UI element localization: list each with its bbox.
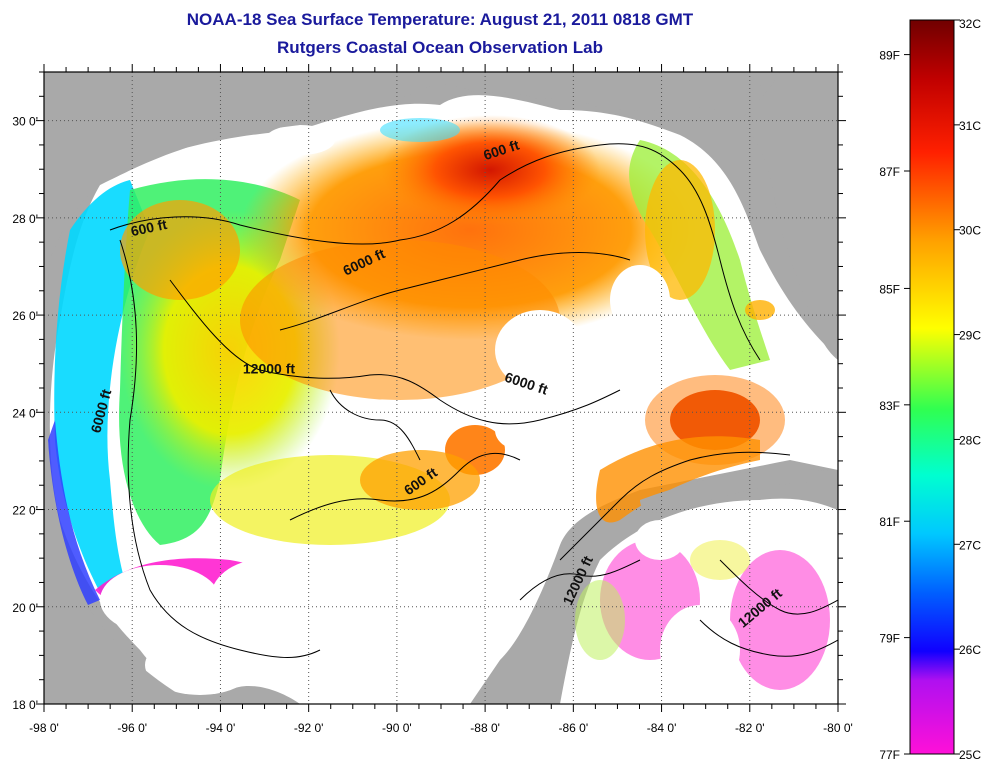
colorbar: [909, 19, 955, 755]
lon-tick-label: -88 0': [470, 721, 500, 735]
graticule: [44, 72, 838, 704]
lon-tick-label: -92 0': [294, 721, 324, 735]
lat-tick-label: 28 0': [12, 212, 38, 226]
colorbar-f-label: 79F: [879, 632, 900, 646]
lon-tick-label: -82 0': [735, 721, 765, 735]
lon-tick-label: -84 0': [647, 721, 677, 735]
lat-tick-label: 20 0': [12, 601, 38, 615]
colorbar-f-label: 77F: [879, 748, 900, 762]
lon-tick-label: -96 0': [117, 721, 147, 735]
axis-ticks: [36, 64, 846, 712]
lat-tick-label: 24 0': [12, 406, 38, 420]
us-gulf-coast: [44, 72, 780, 260]
colorbar-celsius-labels: 32C 31C 30C 29C 28C 27C 26C 25C: [954, 17, 981, 762]
lon-tick-label: -94 0': [206, 721, 236, 735]
colorbar-c-label: 27C: [959, 538, 981, 552]
contour-label: 12000 ft: [243, 360, 295, 376]
colorbar-c-label: 30C: [959, 224, 981, 238]
colorbar-f-label: 89F: [879, 49, 900, 63]
colorbar-c-label: 28C: [959, 433, 981, 447]
lon-tick-label: -80 0': [823, 721, 853, 735]
lon-tick-label: -86 0': [559, 721, 589, 735]
cuba-island: [640, 469, 838, 513]
lat-tick-label: 18 0': [12, 698, 38, 712]
lon-tick-label: -90 0': [382, 721, 412, 735]
colorbar-c-label: 29C: [959, 329, 981, 343]
mexico-east-coast: [44, 260, 200, 704]
colorbar-c-label: 31C: [959, 119, 981, 133]
colorbar-c-label: 32C: [959, 17, 981, 31]
colorbar-c-label: 26C: [959, 643, 981, 657]
lat-tick-label: 22 0': [12, 504, 38, 518]
colorbar-f-label: 81F: [879, 515, 900, 529]
colorbar-f-label: 83F: [879, 399, 900, 413]
lat-tick-label: 30 0': [12, 115, 38, 129]
lat-tick-label: 26 0': [12, 309, 38, 323]
colorbar-fahrenheit-labels: 89F 87F 85F 83F 81F 79F 77F: [879, 49, 910, 762]
colorbar-f-label: 87F: [879, 165, 900, 179]
longitude-tick-labels: -98 0' -96 0' -94 0' -92 0' -90 0' -88 0' -86 …: [29, 721, 853, 735]
latitude-tick-labels: 18 0' 20 0' 22 0' 24 0' 26 0' 28 0' 30 0': [12, 115, 38, 712]
colorbar-f-label: 85F: [879, 282, 900, 296]
cloud-mask: [100, 125, 740, 700]
lon-tick-label: -98 0': [29, 721, 59, 735]
contour-label: 600 ft: [129, 216, 168, 239]
florida-peninsula: [740, 72, 838, 360]
bathymetry-contours: [109, 143, 838, 658]
land-masses: [44, 72, 838, 704]
colorbar-c-label: 25C: [959, 748, 981, 762]
map-subtitle: Rutgers Coastal Ocean Observation Lab: [277, 38, 603, 57]
map-title: NOAA-18 Sea Surface Temperature: August …: [186, 10, 694, 29]
